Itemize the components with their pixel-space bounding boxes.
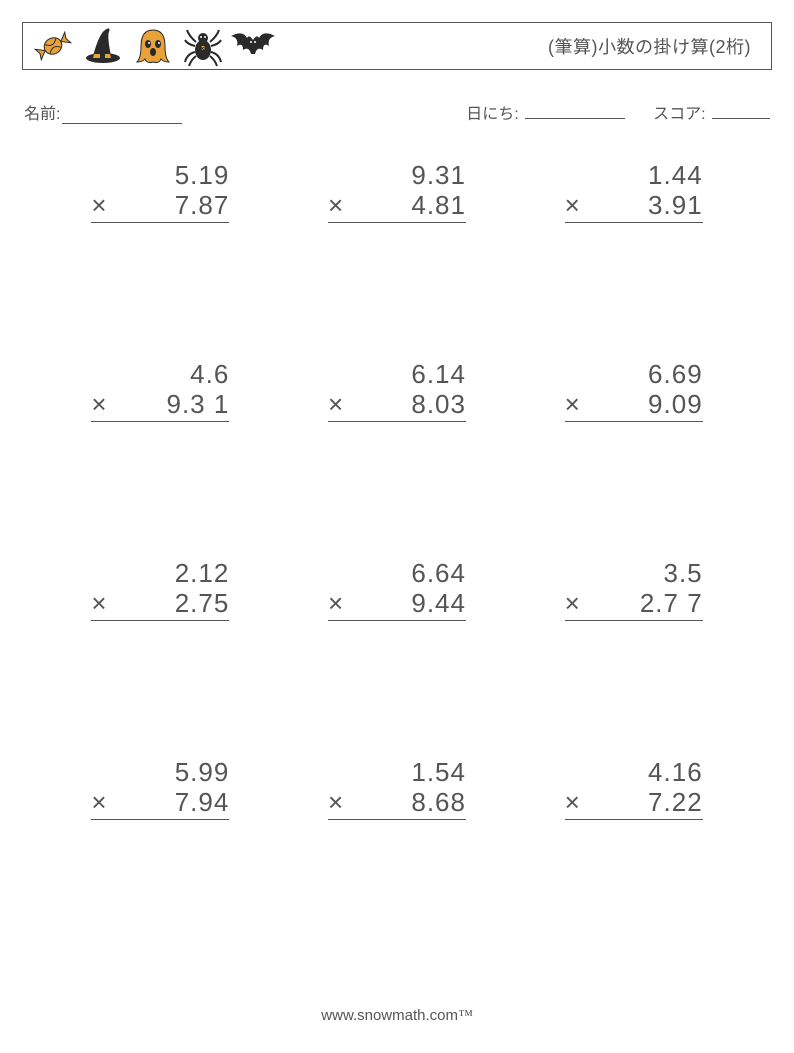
operator: ×	[328, 389, 366, 422]
operator: ×	[328, 588, 366, 621]
operand-bottom: 9.09	[603, 389, 703, 422]
ghost-icon	[129, 23, 177, 69]
operand-top: 6.69	[603, 359, 703, 389]
problem: 1.44×3.91	[515, 160, 752, 223]
bat-icon	[229, 23, 277, 69]
operand-top: 4.6	[129, 359, 229, 389]
witch-hat-icon	[79, 23, 127, 69]
name-blank[interactable]	[62, 105, 182, 124]
footer: www.snowmath.com™	[0, 1007, 794, 1025]
problem: 6.69×9.09	[515, 359, 752, 422]
operand-bottom: 2.75	[129, 588, 229, 621]
name-field: 名前:	[24, 100, 182, 124]
operand-top: 1.54	[366, 757, 466, 787]
operand-bottom: 8.68	[366, 787, 466, 820]
score-blank[interactable]	[712, 100, 770, 119]
score-field: スコア:	[653, 100, 770, 124]
operator: ×	[328, 190, 366, 223]
operand-top: 3.5	[603, 558, 703, 588]
spider-icon	[179, 23, 227, 69]
operand-top: 1.44	[603, 160, 703, 190]
operator: ×	[91, 190, 129, 223]
name-label: 名前:	[24, 100, 60, 124]
operator: ×	[91, 588, 129, 621]
worksheet-title: (筆算)小数の掛け算(2桁)	[548, 33, 761, 59]
operator: ×	[91, 787, 129, 820]
problem: 3.5×2.7 7	[515, 558, 752, 621]
operand-bottom: 9.3 1	[129, 389, 229, 422]
operand-bottom: 9.44	[366, 588, 466, 621]
operator: ×	[565, 787, 603, 820]
problem: 6.64×9.44	[279, 558, 516, 621]
operator: ×	[565, 190, 603, 223]
date-label: 日にち:	[466, 106, 518, 123]
date-field: 日にち:	[466, 100, 625, 124]
problem: 6.14×8.03	[279, 359, 516, 422]
score-label: スコア:	[653, 106, 705, 123]
date-blank[interactable]	[525, 100, 625, 119]
operand-top: 5.19	[129, 160, 229, 190]
operand-top: 2.12	[129, 558, 229, 588]
operand-top: 4.16	[603, 757, 703, 787]
problem: 4.16×7.22	[515, 757, 752, 820]
operand-bottom: 3.91	[603, 190, 703, 223]
operator: ×	[565, 389, 603, 422]
operator: ×	[565, 588, 603, 621]
problem: 5.99×7.94	[42, 757, 279, 820]
header-icons	[29, 23, 277, 69]
candy-icon	[29, 23, 77, 69]
operand-bottom: 8.03	[366, 389, 466, 422]
operand-bottom: 7.87	[129, 190, 229, 223]
footer-tm: ™	[458, 1008, 473, 1024]
problem: 1.54×8.68	[279, 757, 516, 820]
operand-bottom: 4.81	[366, 190, 466, 223]
problems-grid: 5.19×7.87 9.31×4.81 1.44×3.91 4.6×9.3 1 …	[22, 160, 772, 820]
operand-top: 6.14	[366, 359, 466, 389]
problem: 4.6×9.3 1	[42, 359, 279, 422]
operand-top: 9.31	[366, 160, 466, 190]
operand-top: 5.99	[129, 757, 229, 787]
meta-row: 名前: 日にち: スコア:	[22, 100, 772, 124]
footer-site: www.snowmath.com	[321, 1007, 458, 1024]
operand-bottom: 7.94	[129, 787, 229, 820]
problem: 2.12×2.75	[42, 558, 279, 621]
operand-bottom: 2.7 7	[603, 588, 703, 621]
operand-top: 6.64	[366, 558, 466, 588]
problem: 9.31×4.81	[279, 160, 516, 223]
operator: ×	[91, 389, 129, 422]
operand-bottom: 7.22	[603, 787, 703, 820]
operator: ×	[328, 787, 366, 820]
problem: 5.19×7.87	[42, 160, 279, 223]
worksheet-page: (筆算)小数の掛け算(2桁) 名前: 日にち: スコア: 5.19×7.87 9…	[0, 0, 794, 1053]
header-bar: (筆算)小数の掛け算(2桁)	[22, 22, 772, 70]
